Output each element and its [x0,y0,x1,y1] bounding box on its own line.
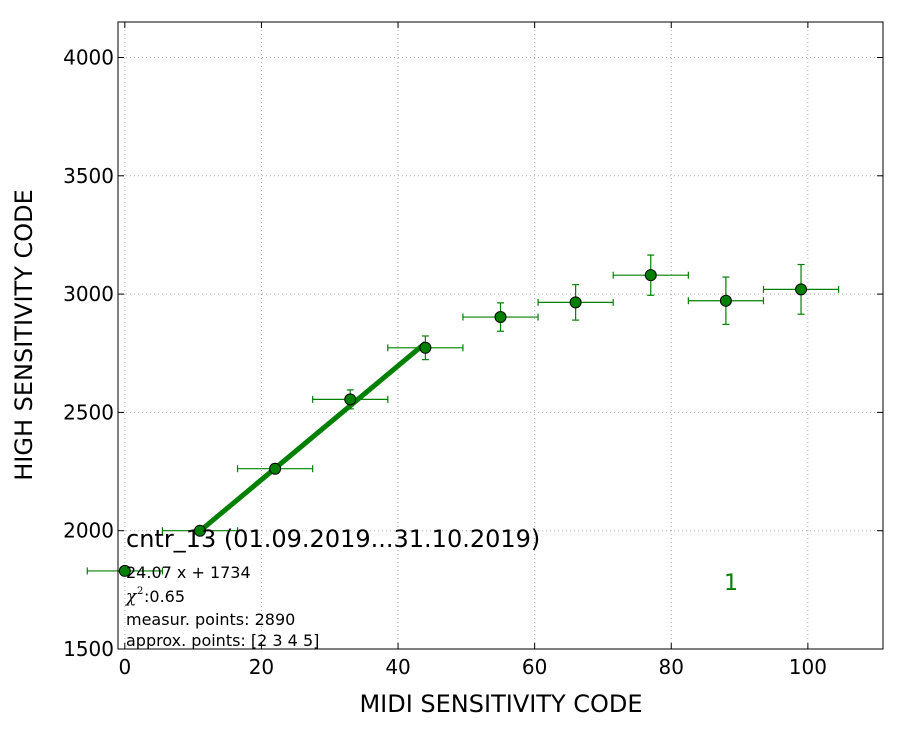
data-point [269,462,282,475]
fit-line-layer [198,341,427,533]
annotation-measur-points: measur. points: 2890 [126,610,295,629]
y-tick-label: 3500 [63,164,114,188]
annotation-plot-number: 1 [724,571,738,596]
annotation-title: cntr_13 (01.09.2019...31.10.2019) [126,525,540,553]
plot-frame [117,21,884,650]
annotation-approx-points: approx. points: [2 3 4 5] [126,631,319,650]
x-tick-label: 20 [249,655,274,679]
data-point [795,283,808,296]
y-tick-label: 2500 [63,400,114,424]
y-tick-label: 2000 [63,519,114,543]
annotation-chi-sup: 2 [137,586,143,597]
y-axis-title: HIGH SENSITIVITY CODE [10,189,38,481]
x-tick-label: 0 [118,655,131,679]
y-tick-label: 4000 [63,45,114,69]
fit-line [198,341,427,533]
x-axis-title: MIDI SENSITIVITY CODE [359,690,642,718]
x-tick-label: 80 [659,655,684,679]
grid-lines [118,22,883,650]
data-point [344,393,357,406]
data-point [118,564,131,577]
annotation-equation: 24.07 x + 1734 [126,563,251,582]
y-tick-label: 1500 [63,637,114,661]
annotation-chi-value: :0.65 [144,587,185,606]
y-tick-label: 3000 [63,282,114,306]
x-tick-label: 40 [385,655,410,679]
data-point [719,294,732,307]
data-point [419,341,432,354]
data-points [118,269,808,577]
x-tick-label: 100 [789,655,827,679]
data-point [193,524,206,537]
annotation-chi-symbol: χ [125,587,138,607]
axis-ticks: 0 20 40 60 80 100 1500 2000 2500 3000 3500 4000 [63,22,883,679]
data-point [569,296,582,309]
data-point [644,269,657,282]
data-point [494,311,507,324]
x-tick-label: 60 [522,655,547,679]
